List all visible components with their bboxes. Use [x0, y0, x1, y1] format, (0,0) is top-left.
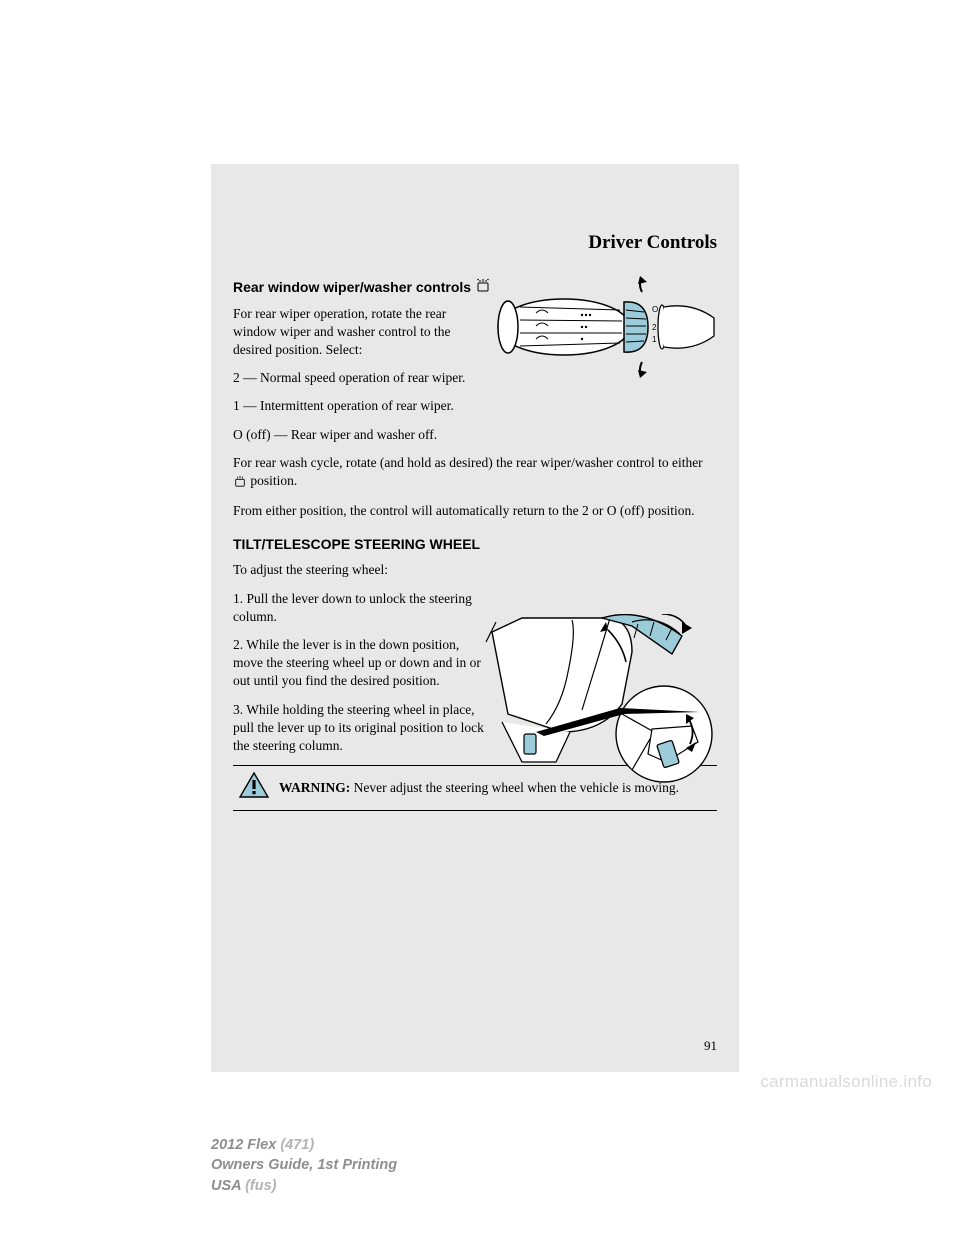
footer-fus: (fus) — [241, 1178, 276, 1194]
paragraph: For rear wash cycle, rotate (and hold as… — [233, 454, 717, 492]
footer-region: USA — [211, 1178, 241, 1194]
paragraph: 2 — Normal speed operation of rear wiper… — [233, 369, 488, 387]
footer-code: (471) — [276, 1137, 314, 1153]
watermark: carmanualsonline.info — [760, 1072, 932, 1092]
rear-wiper-heading-text: Rear window wiper/washer controls — [233, 278, 471, 297]
paragraph: O (off) — Rear wiper and washer off. — [233, 426, 717, 444]
svg-text:2: 2 — [652, 323, 657, 332]
paragraph: To adjust the steering wheel: — [233, 561, 488, 579]
svg-text:1: 1 — [652, 335, 657, 344]
footer-metadata: 2012 Flex (471) Owners Guide, 1st Printi… — [211, 1135, 397, 1196]
steering-column-figure — [482, 614, 717, 792]
warning-icon — [239, 772, 269, 803]
footer-line-1: 2012 Flex (471) — [211, 1135, 397, 1155]
p5-post: position. — [250, 473, 297, 488]
tilt-heading: TILT/TELESCOPE STEERING WHEEL — [233, 535, 717, 554]
footer-line-3: USA (fus) — [211, 1176, 397, 1196]
paragraph: For rear wiper operation, rotate the rea… — [233, 305, 488, 360]
wiper-stalk-figure: O 2 1 — [492, 272, 717, 382]
footer-line-2: Owners Guide, 1st Printing — [211, 1155, 397, 1175]
manual-page: Driver Controls Rear window wiper/washer… — [211, 164, 739, 1072]
svg-text:O: O — [652, 305, 658, 314]
paragraph: 2. While the lever is in the down positi… — [233, 636, 488, 691]
washer-icon — [233, 474, 247, 492]
warning-label: WARNING: — [279, 780, 350, 795]
paragraph: From either position, the control will a… — [233, 502, 717, 520]
paragraph: 3. While holding the steering wheel in p… — [233, 701, 488, 756]
paragraph: 1. Pull the lever down to unlock the ste… — [233, 590, 488, 626]
section-title: Driver Controls — [233, 230, 717, 256]
washer-icon — [475, 278, 491, 297]
p5-pre: For rear wash cycle, rotate (and hold as… — [233, 455, 703, 470]
footer-model: 2012 Flex — [211, 1137, 276, 1153]
page-number: 91 — [704, 1038, 717, 1054]
content-area: Driver Controls Rear window wiper/washer… — [211, 164, 739, 811]
paragraph: 1 — Intermittent operation of rear wiper… — [233, 397, 488, 415]
